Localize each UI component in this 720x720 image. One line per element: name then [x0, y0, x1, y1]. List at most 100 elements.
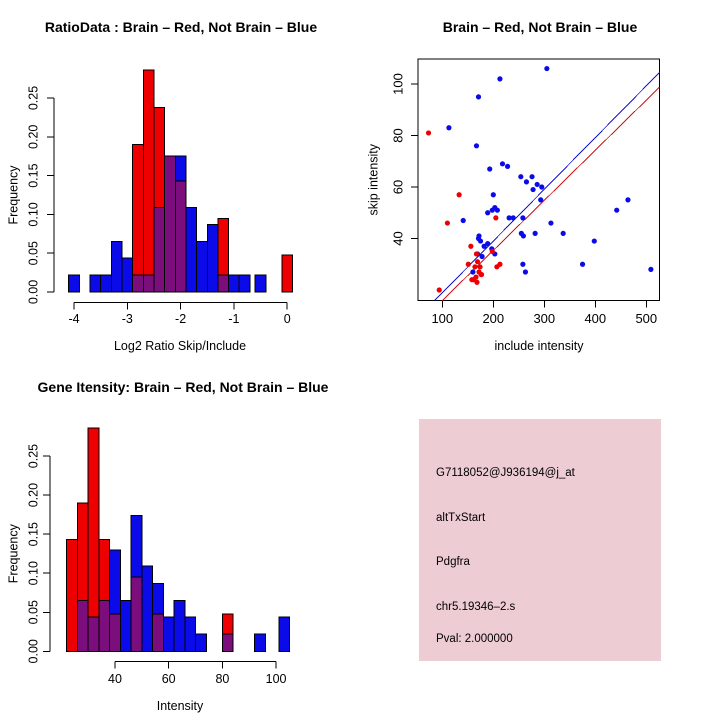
- hist-bar-overlap: [98, 600, 111, 652]
- hist-bar: [278, 616, 291, 652]
- scatter-point-blue: [625, 197, 631, 203]
- info-line-0: G7118052@J936194@j_at: [436, 467, 576, 479]
- y-tick-label: 0.20: [26, 125, 40, 149]
- hist-bar: [119, 600, 132, 652]
- hist-bar-overlap: [217, 274, 230, 293]
- hist-bar-overlap: [221, 633, 234, 652]
- scatter-point-blue: [487, 166, 493, 172]
- hist-bar-overlap: [87, 616, 100, 652]
- hist-bar-overlap: [109, 613, 121, 652]
- hist-bar: [121, 257, 134, 293]
- scatter-point-blue: [560, 230, 566, 236]
- hist-bar: [162, 616, 175, 652]
- hist-bar-overlap: [76, 600, 89, 652]
- hist-bar: [228, 274, 240, 293]
- scatter-point-blue: [504, 163, 511, 169]
- hist-bar: [281, 254, 294, 293]
- hist-bar-overlap: [142, 274, 155, 293]
- scatter-panel: 100 200 300 400 500 40 60 80 100 include intensit…: [360, 0, 720, 360]
- panel-title: RatioData : Brain – Red, Not Brain – Blu…: [45, 19, 317, 35]
- scatter-point-blue: [532, 230, 538, 236]
- y-axis-title: skip intensity: [366, 143, 380, 215]
- scatter-point-red: [456, 192, 462, 198]
- y-tick-label: 0.15: [26, 163, 40, 187]
- scatter-point-blue: [485, 210, 491, 216]
- scatter-point-blue: [529, 174, 535, 180]
- hist-bar: [153, 106, 166, 208]
- scatter-point-blue: [475, 94, 482, 100]
- scatter-point-red: [472, 264, 478, 270]
- y-tick-label: 0.05: [26, 600, 40, 624]
- scatter-point-blue: [522, 269, 529, 275]
- gene-histogram-panel: 0.00 0.05 0.10 0.15 0.20 0.25 Frequency 40 60 80 1…: [0, 360, 360, 720]
- hist-bar: [173, 600, 186, 652]
- scatter-point-red: [444, 220, 450, 226]
- y-tick-label: 0.25: [26, 444, 40, 468]
- x-tick-label: -3: [122, 312, 133, 326]
- y-axis-title: Frequency: [6, 523, 20, 583]
- scatter-point-red: [478, 271, 485, 278]
- hist-bar: [89, 274, 102, 293]
- hist-bar: [110, 241, 123, 293]
- y-tick-label: 0.20: [26, 483, 40, 507]
- hist-bar: [254, 274, 267, 293]
- scatter-point-blue: [485, 241, 491, 247]
- scatter-point-blue: [591, 238, 597, 244]
- hist-bar: [98, 539, 111, 602]
- scatter-point-red: [497, 261, 503, 267]
- scatter-point-blue: [446, 125, 452, 131]
- scatter-point-blue: [490, 192, 496, 198]
- hist-bar: [66, 539, 78, 652]
- hist-bar: [87, 427, 100, 618]
- hist-bar: [142, 69, 155, 276]
- hist-bar: [221, 613, 234, 635]
- scatter-point-blue: [548, 220, 554, 226]
- scatter-point-red: [468, 243, 474, 249]
- info-line-4: Pval: 2.000000: [436, 633, 513, 645]
- scatter-point-blue: [538, 197, 544, 203]
- scatter-point-blue: [479, 253, 485, 260]
- scatter-point-red: [493, 215, 499, 221]
- scatter-point-blue: [460, 217, 466, 224]
- scatter-point-blue: [539, 184, 545, 190]
- y-tick-label: 80: [391, 128, 406, 142]
- x-tick-label: -4: [68, 312, 79, 326]
- gene-info-card: G7118052@J936194@j_at altTxStart Pdgfra chr…: [419, 419, 661, 661]
- hist-bar: [185, 206, 198, 293]
- x-tick-label: 80: [215, 672, 229, 686]
- scatter-point-blue: [520, 261, 526, 267]
- scatter-point-blue: [476, 233, 482, 239]
- scatter-point-red: [474, 259, 481, 265]
- scatter-point-blue: [648, 266, 654, 272]
- x-tick-label: 400: [584, 311, 606, 326]
- scatter-point-blue: [473, 143, 480, 149]
- y-tick-label: 0.05: [26, 241, 40, 265]
- hist-bar: [217, 217, 230, 276]
- y-tick-label: 0.00: [26, 639, 40, 663]
- ratio-histogram-panel: 0.00 0.05 0.10 0.15 0.20 0.25 Frequency -4 -3 -2 -…: [0, 0, 360, 360]
- x-tick-label: 500: [635, 311, 657, 326]
- y-tick-label: 0.10: [26, 561, 40, 585]
- plot-box: [417, 58, 661, 301]
- x-tick-label: 100: [266, 672, 287, 686]
- hist-bar: [195, 633, 207, 652]
- scatter-point-blue: [477, 238, 484, 244]
- hist-bar: [174, 155, 187, 182]
- scatter-point-blue: [518, 174, 524, 180]
- scatter-point-red: [474, 279, 480, 285]
- hist-bar: [254, 633, 266, 652]
- hist-bar: [68, 274, 80, 293]
- hist-bar: [130, 514, 143, 578]
- x-tick-label: 0: [284, 312, 291, 326]
- scatter-point-red: [470, 277, 477, 283]
- scatter-point-blue: [520, 233, 526, 239]
- ratio-histogram-chart: 0.00 0.05 0.10 0.15 0.20 0.25 Frequency -4 -3 -2 -…: [6, 19, 317, 353]
- info-line-2: Pdgfra: [436, 556, 470, 568]
- y-tick-label: 40: [391, 231, 406, 245]
- y-tick-label: 60: [391, 180, 406, 194]
- scatter-point-red: [436, 287, 442, 293]
- scatter-point-blue: [481, 243, 487, 249]
- gene-histogram-chart: 0.00 0.05 0.10 0.15 0.20 0.25 Frequency 40 60 80 1…: [6, 379, 328, 713]
- scatter-point-blue: [520, 215, 526, 221]
